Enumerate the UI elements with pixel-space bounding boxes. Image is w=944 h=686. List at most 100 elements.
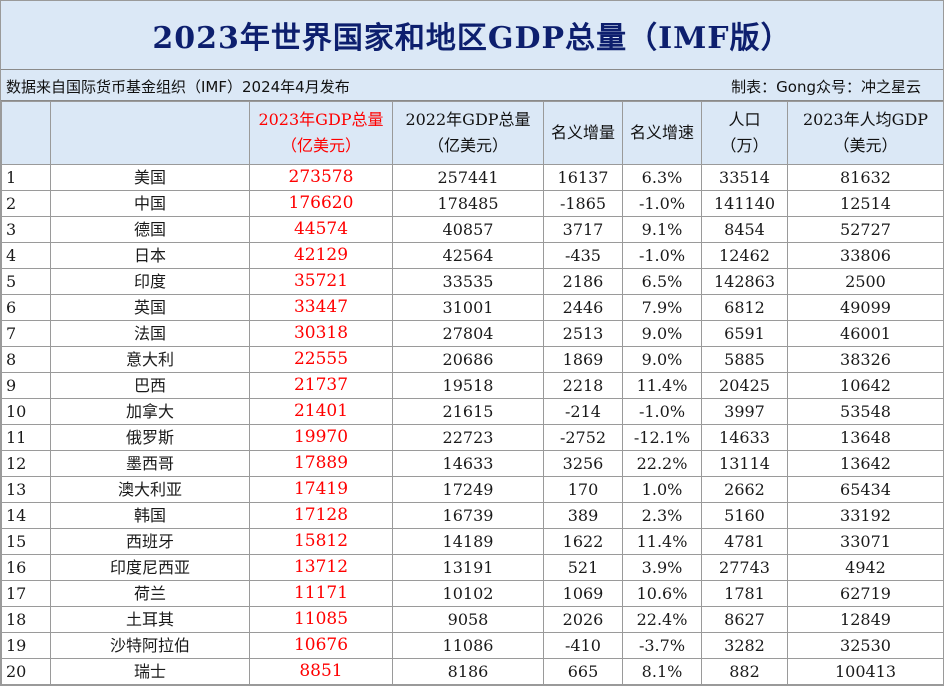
country-cell: 美国 xyxy=(50,164,250,191)
country-cell: 法国 xyxy=(50,320,250,347)
gdp-2023-cell: 15812 xyxy=(249,528,393,555)
per-capita-cell: 53548 xyxy=(787,398,944,425)
population-cell: 141140 xyxy=(701,190,788,217)
growth-cell: 9.0% xyxy=(622,346,702,373)
table-header-row: 2023年GDP总量 （亿美元） 2022年GDP总量 （亿美元） 名义增量 名… xyxy=(1,101,944,165)
growth-cell: -12.1% xyxy=(622,424,702,451)
header-gdp-2023-line1: 2023年GDP总量 xyxy=(258,110,384,129)
population-cell: 27743 xyxy=(701,554,788,581)
rank-cell: 19 xyxy=(1,632,51,659)
per-capita-cell: 12514 xyxy=(787,190,944,217)
header-population-line2: （万） xyxy=(720,136,769,155)
table-row: 11 俄罗斯 19970 22723 -2752 -12.1% 14633 13648 xyxy=(1,424,944,451)
per-capita-cell: 65434 xyxy=(787,476,944,503)
table-row: 5 印度 35721 33535 2186 6.5% 142863 2500 xyxy=(1,268,944,295)
country-cell: 日本 xyxy=(50,242,250,269)
source-bar: 数据来自国际货币基金组织（IMF）2024年4月发布 制表：Gong众号：冲之星… xyxy=(1,70,943,101)
country-cell: 土耳其 xyxy=(50,606,250,633)
country-cell: 韩国 xyxy=(50,502,250,529)
gdp-2023-cell: 10676 xyxy=(249,632,393,659)
table-row: 9 巴西 21737 19518 2218 11.4% 20425 10642 xyxy=(1,372,944,399)
per-capita-cell: 33192 xyxy=(787,502,944,529)
header-per-capita: 2023年人均GDP （美元） xyxy=(787,101,944,165)
table-row: 18 土耳其 11085 9058 2026 22.4% 8627 12849 xyxy=(1,606,944,633)
rank-cell: 1 xyxy=(1,164,51,191)
rank-cell: 17 xyxy=(1,580,51,607)
gdp-2022-cell: 19518 xyxy=(392,372,544,399)
growth-cell: -1.0% xyxy=(622,398,702,425)
header-gdp-2022-line1: 2022年GDP总量 xyxy=(405,110,531,129)
country-cell: 澳大利亚 xyxy=(50,476,250,503)
population-cell: 6812 xyxy=(701,294,788,321)
per-capita-cell: 46001 xyxy=(787,320,944,347)
header-nominal-growth: 名义增速 xyxy=(622,101,702,165)
rank-cell: 7 xyxy=(1,320,51,347)
country-cell: 中国 xyxy=(50,190,250,217)
credit-note: 制表：Gong众号：冲之星云 xyxy=(731,78,921,96)
country-cell: 英国 xyxy=(50,294,250,321)
per-capita-cell: 13642 xyxy=(787,450,944,477)
increase-cell: 170 xyxy=(543,476,623,503)
increase-cell: 2218 xyxy=(543,372,623,399)
table-row: 1 美国 273578 257441 16137 6.3% 33514 81632 xyxy=(1,164,944,191)
gdp-2022-cell: 33535 xyxy=(392,268,544,295)
gdp-2023-cell: 21401 xyxy=(249,398,393,425)
gdp-2022-cell: 20686 xyxy=(392,346,544,373)
table-row: 12 墨西哥 17889 14633 3256 22.2% 13114 13642 xyxy=(1,450,944,477)
growth-cell: 22.2% xyxy=(622,450,702,477)
rank-cell: 10 xyxy=(1,398,51,425)
growth-cell: 6.3% xyxy=(622,164,702,191)
gdp-2022-cell: 13191 xyxy=(392,554,544,581)
header-population-line1: 人口 xyxy=(728,110,761,129)
increase-cell: 1622 xyxy=(543,528,623,555)
gdp-2022-cell: 42564 xyxy=(392,242,544,269)
growth-cell: 2.3% xyxy=(622,502,702,529)
gdp-2023-cell: 42129 xyxy=(249,242,393,269)
rank-cell: 18 xyxy=(1,606,51,633)
header-gdp-2023: 2023年GDP总量 （亿美元） xyxy=(249,101,393,165)
increase-cell: 2513 xyxy=(543,320,623,347)
header-gdp-2023-line2: （亿美元） xyxy=(280,136,361,155)
header-per-capita-line2: （美元） xyxy=(833,136,898,155)
population-cell: 1781 xyxy=(701,580,788,607)
increase-cell: 2446 xyxy=(543,294,623,321)
country-cell: 加拿大 xyxy=(50,398,250,425)
per-capita-cell: 52727 xyxy=(787,216,944,243)
gdp-2023-cell: 13712 xyxy=(249,554,393,581)
table-row: 10 加拿大 21401 21615 -214 -1.0% 3997 53548 xyxy=(1,398,944,425)
gdp-2023-cell: 30318 xyxy=(249,320,393,347)
source-note: 数据来自国际货币基金组织（IMF）2024年4月发布 xyxy=(6,78,350,96)
rank-cell: 9 xyxy=(1,372,51,399)
population-cell: 8454 xyxy=(701,216,788,243)
table-row: 20 瑞士 8851 8186 665 8.1% 882 100413 xyxy=(1,658,944,685)
increase-cell: 3256 xyxy=(543,450,623,477)
country-cell: 西班牙 xyxy=(50,528,250,555)
header-country xyxy=(50,101,250,165)
country-cell: 巴西 xyxy=(50,372,250,399)
header-nominal-increase: 名义增量 xyxy=(543,101,623,165)
gdp-2023-cell: 17419 xyxy=(249,476,393,503)
increase-cell: 389 xyxy=(543,502,623,529)
gdp-2023-cell: 11085 xyxy=(249,606,393,633)
gdp-2022-cell: 40857 xyxy=(392,216,544,243)
per-capita-cell: 2500 xyxy=(787,268,944,295)
gdp-2023-cell: 35721 xyxy=(249,268,393,295)
country-cell: 印度 xyxy=(50,268,250,295)
population-cell: 2662 xyxy=(701,476,788,503)
table-row: 13 澳大利亚 17419 17249 170 1.0% 2662 65434 xyxy=(1,476,944,503)
per-capita-cell: 33806 xyxy=(787,242,944,269)
gdp-2022-cell: 10102 xyxy=(392,580,544,607)
increase-cell: -2752 xyxy=(543,424,623,451)
country-cell: 荷兰 xyxy=(50,580,250,607)
per-capita-cell: 33071 xyxy=(787,528,944,555)
per-capita-cell: 12849 xyxy=(787,606,944,633)
rank-cell: 2 xyxy=(1,190,51,217)
population-cell: 5885 xyxy=(701,346,788,373)
rank-cell: 4 xyxy=(1,242,51,269)
rank-cell: 8 xyxy=(1,346,51,373)
increase-cell: 16137 xyxy=(543,164,623,191)
increase-cell: 3717 xyxy=(543,216,623,243)
table-row: 6 英国 33447 31001 2446 7.9% 6812 49099 xyxy=(1,294,944,321)
gdp-2023-cell: 22555 xyxy=(249,346,393,373)
per-capita-cell: 10642 xyxy=(787,372,944,399)
